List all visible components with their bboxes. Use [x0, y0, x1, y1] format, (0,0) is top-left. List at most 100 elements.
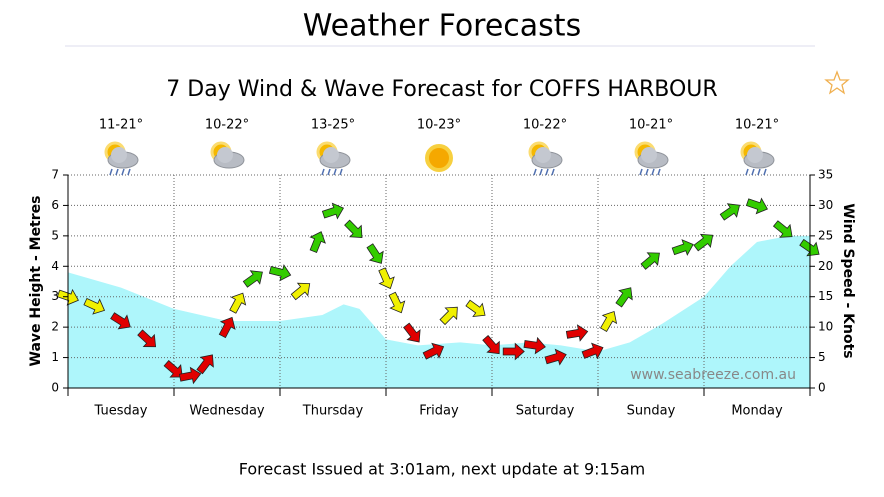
wind-arrow: [439, 306, 458, 326]
y-tick-label: 4: [51, 259, 59, 273]
wind-arrow: [321, 202, 345, 220]
rain: [321, 168, 325, 176]
temperature: 10-21°: [629, 118, 673, 133]
wind-arrow: [137, 329, 157, 348]
chart-title: 7 Day Wind & Wave Forecast for COFFS HAR…: [166, 77, 717, 102]
y-tick-label: 2: [51, 320, 59, 334]
wind-arrow: [581, 342, 604, 360]
cloud: [217, 147, 233, 163]
footer-text: Forecast Issued at 3:01am, next update a…: [239, 460, 646, 479]
rain: [763, 168, 767, 176]
x-tick-label: Sunday: [627, 404, 676, 419]
page-title: Weather Forecasts: [303, 9, 581, 44]
weather-icon: [210, 141, 245, 169]
rain: [657, 168, 661, 176]
rain: [651, 168, 655, 176]
wind-arrow: [378, 267, 395, 290]
rain: [339, 168, 343, 176]
y-tick-label: 5: [51, 228, 59, 242]
cloud: [535, 147, 551, 163]
weather-icon: [528, 141, 563, 176]
wind-arrow: [565, 324, 589, 342]
wind-arrow: [422, 342, 445, 360]
wind-arrow: [745, 197, 768, 215]
wind-arrow: [719, 203, 741, 221]
wind-arrow: [196, 354, 214, 375]
wind-arrow: [640, 252, 660, 270]
y-axis-label: Wave Height - Metres: [28, 196, 44, 367]
rain: [127, 168, 131, 176]
weather-icon: [316, 141, 351, 176]
rain: [639, 168, 643, 176]
wind-arrow: [799, 238, 820, 257]
wind-arrow: [544, 348, 567, 366]
favorite-star[interactable]: [824, 70, 850, 95]
weather-icon: [425, 144, 453, 172]
cloud: [323, 147, 339, 163]
cloud: [747, 147, 763, 163]
wind-arrow: [83, 297, 106, 315]
y2-tick-label: 30: [818, 198, 833, 212]
wind-arrow: [502, 342, 525, 361]
wind-arrow: [229, 292, 247, 314]
cloud: [641, 147, 657, 163]
temperature: 11-21°: [99, 118, 143, 133]
wind-arrow: [465, 299, 486, 318]
y-tick-label: 0: [51, 381, 59, 395]
y2-tick-label: 20: [818, 259, 833, 273]
wind-arrow: [615, 287, 633, 308]
wind-arrow: [344, 219, 363, 238]
rain: [533, 168, 537, 176]
cloud: [111, 147, 127, 163]
wind-arrow: [772, 220, 793, 238]
rain: [327, 168, 331, 176]
wind-arrow: [268, 264, 292, 282]
wind-arrow: [110, 312, 131, 330]
wind-arrow: [309, 231, 326, 254]
y2-tick-label: 5: [818, 350, 826, 364]
y2-tick-label: 0: [818, 381, 826, 395]
wave-area: [68, 235, 810, 388]
temperature: 10-21°: [735, 118, 779, 133]
wind-arrow: [242, 270, 263, 288]
rain: [551, 168, 555, 176]
rain: [545, 168, 549, 176]
wind-arrow: [482, 334, 500, 355]
rain: [121, 168, 125, 176]
wind-arrow: [693, 233, 714, 252]
x-tick-label: Monday: [731, 404, 783, 419]
y-tick-label: 1: [51, 350, 59, 364]
temperature: 10-22°: [205, 118, 249, 133]
wind-arrow: [366, 243, 384, 264]
x-tick-label: Wednesday: [189, 404, 265, 419]
y2-tick-label: 35: [818, 168, 833, 182]
rain: [757, 168, 761, 176]
x-tick-label: Friday: [419, 404, 459, 419]
rain: [109, 168, 113, 176]
y2-tick-label: 25: [818, 228, 833, 242]
temperature: 10-23°: [417, 118, 461, 133]
rain: [751, 168, 755, 176]
wind-arrow: [671, 239, 694, 256]
y2-axis-label: Wind Speed - Knots: [840, 203, 856, 358]
weather-icon: [104, 141, 139, 176]
y2-tick-label: 15: [818, 289, 833, 303]
temperature: 10-22°: [523, 118, 567, 133]
wind-arrow: [523, 336, 546, 355]
wind-arrow: [388, 291, 406, 314]
sun: [425, 144, 453, 172]
rain: [539, 168, 543, 176]
temperature: 13-25°: [311, 118, 355, 133]
rain: [333, 168, 337, 176]
rain: [645, 168, 649, 176]
y2-tick-label: 10: [818, 320, 833, 334]
wind-arrow: [600, 311, 618, 333]
weather-icon: [634, 141, 669, 176]
x-tick-label: Thursday: [302, 404, 364, 419]
y-tick-label: 3: [51, 289, 59, 303]
wind-arrow: [218, 316, 236, 339]
rain: [745, 168, 749, 176]
weather-icon: [740, 141, 775, 176]
